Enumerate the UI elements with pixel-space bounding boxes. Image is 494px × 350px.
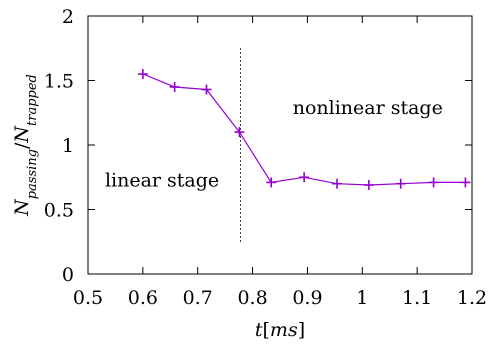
y-tick-label: 0.5	[44, 200, 74, 222]
x-tick-label: 0.8	[237, 287, 267, 309]
tick-labels: 0.5 0.6 0.7 0.8 0.9 1 1.1 1.200.511.52	[44, 6, 487, 309]
data-point	[332, 178, 343, 189]
y-tick-label: 1.5	[44, 71, 74, 93]
y-tick-label: 2	[62, 6, 74, 28]
data-point	[201, 84, 212, 95]
x-axis-label: t[ms]	[255, 319, 305, 341]
y-axis-label: Npassing/Ntrapped	[11, 74, 40, 217]
data-point	[234, 127, 245, 138]
x-tick-label: 1	[356, 287, 368, 309]
data-point	[169, 81, 180, 92]
x-tick-label: 0.7	[183, 287, 213, 309]
annotations: nonlinear stage linear stage	[105, 97, 443, 191]
x-tick-label: 0.5	[73, 287, 103, 309]
y-tick-label: 0	[62, 264, 74, 286]
data-point	[299, 172, 310, 183]
data-point	[395, 178, 406, 189]
x-tick-label: 1.2	[457, 287, 487, 309]
x-tick-label: 1.1	[402, 287, 432, 309]
stage-annotation: nonlinear stage	[293, 97, 443, 119]
data-point	[460, 177, 471, 188]
data-point	[428, 177, 439, 188]
x-tick-label: 0.6	[128, 287, 158, 309]
series-markers	[137, 69, 471, 190]
axis-ticks	[87, 15, 473, 275]
x-tick-label: 0.9	[292, 287, 322, 309]
stage-annotation: linear stage	[105, 169, 219, 191]
data-point	[266, 177, 277, 188]
y-tick-label: 1	[62, 135, 74, 157]
data-point	[363, 179, 374, 190]
data-point	[137, 69, 148, 80]
plot-frame	[87, 15, 473, 275]
